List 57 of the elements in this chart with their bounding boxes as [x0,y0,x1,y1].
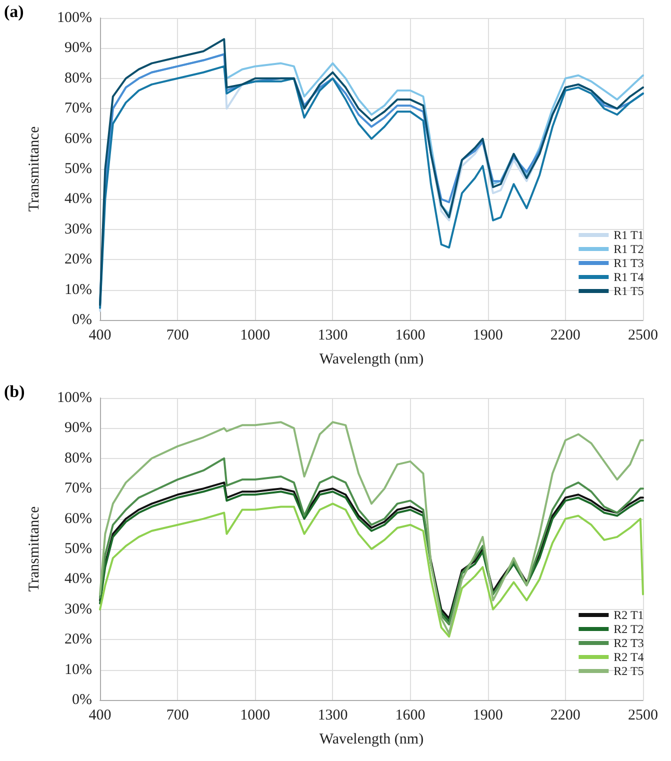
x-axis-title: Wavelength (nm) [319,352,424,368]
legend-label: R2 T1 [614,608,644,622]
line-series [99,457,644,626]
x-tick-label: 2500 [628,708,658,724]
x-tick-label: 1000 [240,708,270,724]
legend-label: R2 T2 [614,622,644,636]
y-tick-label: 90% [64,40,92,56]
line-series [99,502,644,638]
legend-label: R2 T4 [614,650,644,664]
y-tick-label: 70% [64,480,92,497]
y-tick-label: 50% [64,161,92,177]
y-tick-label: 20% [64,252,92,268]
text: (a) [4,2,24,22]
x-tick-label: 700 [166,708,189,724]
y-tick-label: 100% [57,390,92,406]
text: (b) [4,382,25,402]
x-tick-label: 2200 [550,328,580,344]
x-tick-label: 400 [88,708,112,724]
legend-label: R1 T1 [614,228,644,242]
y-tick-label: 50% [64,541,92,557]
y-tick-label: 80% [64,70,92,86]
x-tick-label: 2200 [550,708,580,724]
x-tick-label: 400 [88,328,112,344]
x-tick-label: 1900 [472,708,503,724]
legend-label: R2 T5 [614,664,644,678]
x-tick-label: 1300 [318,328,348,344]
x-tick-label: 1600 [395,708,426,724]
x-tick-label: 2500 [628,328,658,344]
y-tick-label: 20% [64,632,92,648]
legend-label: R1 T5 [614,284,644,298]
y-tick-label: 60% [64,510,92,527]
y-tick-label: 10% [64,282,92,298]
y-tick-label: 70% [64,100,92,117]
y-tick-label: 30% [64,221,92,238]
legend-label: R1 T2 [614,242,644,256]
x-tick-label: 1600 [395,328,426,344]
y-tick-label: 0% [72,312,92,328]
x-tick-label: 1900 [472,328,503,344]
y-tick-label: 100% [57,10,92,26]
y-tick-label: 80% [64,450,92,466]
legend-label: R1 T3 [614,256,644,270]
y-axis-title: Transmittance [26,126,42,212]
y-tick-label: 0% [72,692,92,708]
y-tick-label: 60% [64,130,92,147]
y-tick-label: 40% [64,571,92,588]
x-axis-title: Wavelength (nm) [319,732,424,748]
line-series [99,421,644,635]
x-tick-label: 1000 [240,328,270,344]
y-tick-label: 30% [64,601,92,618]
y-tick-label: 90% [64,420,92,436]
x-tick-label: 1300 [318,708,348,724]
y-tick-label: 40% [64,191,92,208]
y-tick-label: 10% [64,662,92,678]
y-axis-title: Transmittance [26,506,42,592]
legend-label: R2 T3 [614,636,644,650]
x-tick-label: 700 [166,328,189,344]
legend-label: R1 T4 [614,270,644,284]
